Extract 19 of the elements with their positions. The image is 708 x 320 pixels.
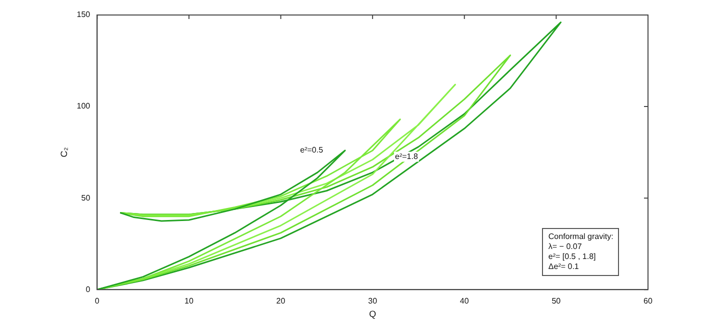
x-tick-label: 0	[94, 296, 100, 306]
y-tick-label: 50	[81, 193, 91, 202]
annotation: e²=0.5	[300, 146, 324, 155]
x-axis-title: Q	[369, 309, 376, 320]
annotation: Δe²= 0.1	[548, 262, 580, 272]
x-tick-label: 40	[460, 296, 470, 306]
x-tick-label: 60	[644, 296, 653, 306]
x-tick-label: 30	[368, 296, 378, 306]
x-tick-label: 10	[184, 296, 194, 306]
x-tick-label: 20	[276, 296, 286, 306]
x-tick-label: 50	[552, 296, 562, 306]
y-tick-label: 100	[76, 102, 91, 111]
annotation: e²=1.8	[395, 152, 418, 162]
annotation: Conformal gravity:	[548, 232, 614, 242]
y-tick-label: 0	[86, 284, 91, 294]
y-axis-title: C₂	[58, 146, 69, 158]
annotation: e²= [0.5 , 1.8]	[548, 252, 597, 262]
annotation: λ= − 0.07	[548, 242, 583, 252]
y-tick-label: 150	[76, 10, 91, 20]
